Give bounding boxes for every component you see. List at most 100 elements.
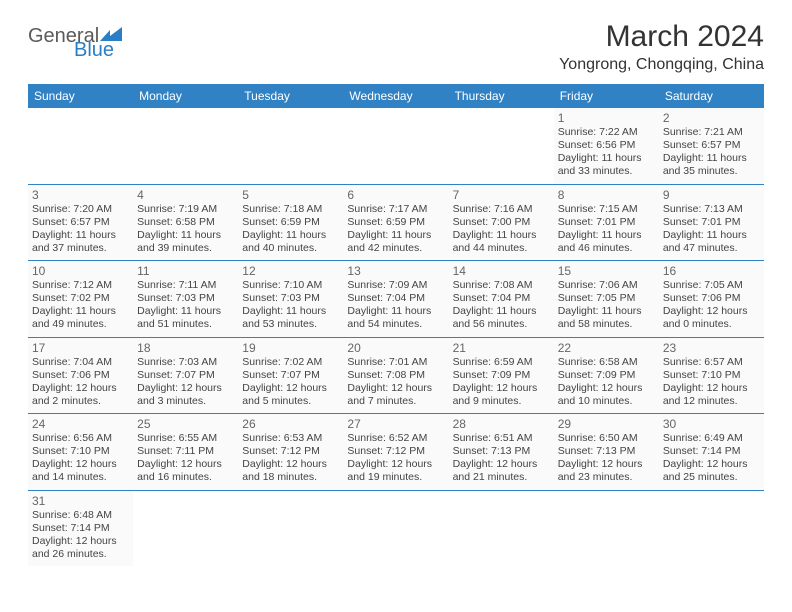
logo: GeneralBlue — [28, 26, 122, 60]
weekday-header: Tuesday — [238, 84, 343, 108]
day-number: 18 — [137, 341, 234, 355]
day-number: 21 — [453, 341, 550, 355]
weekday-header: Friday — [554, 84, 659, 108]
day-number: 23 — [663, 341, 760, 355]
calendar-cell — [343, 490, 448, 566]
weekday-header: Wednesday — [343, 84, 448, 108]
calendar-cell: 6Sunrise: 7:17 AMSunset: 6:59 PMDaylight… — [343, 184, 448, 261]
calendar-cell: 28Sunrise: 6:51 AMSunset: 7:13 PMDayligh… — [449, 414, 554, 491]
day-number: 19 — [242, 341, 339, 355]
day-info: Sunrise: 7:05 AMSunset: 7:06 PMDaylight:… — [663, 279, 760, 332]
calendar-cell: 9Sunrise: 7:13 AMSunset: 7:01 PMDaylight… — [659, 184, 764, 261]
calendar-cell — [133, 490, 238, 566]
day-info: Sunrise: 7:01 AMSunset: 7:08 PMDaylight:… — [347, 356, 444, 409]
calendar-cell: 22Sunrise: 6:58 AMSunset: 7:09 PMDayligh… — [554, 337, 659, 414]
day-info: Sunrise: 6:51 AMSunset: 7:13 PMDaylight:… — [453, 432, 550, 485]
weekday-header: Saturday — [659, 84, 764, 108]
calendar-cell: 1Sunrise: 7:22 AMSunset: 6:56 PMDaylight… — [554, 108, 659, 184]
day-number: 3 — [32, 188, 129, 202]
calendar-row: 3Sunrise: 7:20 AMSunset: 6:57 PMDaylight… — [28, 184, 764, 261]
day-info: Sunrise: 7:04 AMSunset: 7:06 PMDaylight:… — [32, 356, 129, 409]
calendar-cell: 30Sunrise: 6:49 AMSunset: 7:14 PMDayligh… — [659, 414, 764, 491]
calendar-cell — [238, 490, 343, 566]
day-number: 27 — [347, 417, 444, 431]
calendar-cell: 10Sunrise: 7:12 AMSunset: 7:02 PMDayligh… — [28, 261, 133, 338]
day-info: Sunrise: 6:52 AMSunset: 7:12 PMDaylight:… — [347, 432, 444, 485]
calendar-cell: 25Sunrise: 6:55 AMSunset: 7:11 PMDayligh… — [133, 414, 238, 491]
day-info: Sunrise: 7:19 AMSunset: 6:58 PMDaylight:… — [137, 203, 234, 256]
day-info: Sunrise: 7:18 AMSunset: 6:59 PMDaylight:… — [242, 203, 339, 256]
header: GeneralBlue March 2024 Yongrong, Chongqi… — [28, 20, 764, 74]
calendar-cell: 21Sunrise: 6:59 AMSunset: 7:09 PMDayligh… — [449, 337, 554, 414]
calendar-body: 1Sunrise: 7:22 AMSunset: 6:56 PMDaylight… — [28, 108, 764, 566]
day-info: Sunrise: 6:50 AMSunset: 7:13 PMDaylight:… — [558, 432, 655, 485]
calendar-cell: 5Sunrise: 7:18 AMSunset: 6:59 PMDaylight… — [238, 184, 343, 261]
calendar-cell: 14Sunrise: 7:08 AMSunset: 7:04 PMDayligh… — [449, 261, 554, 338]
day-number: 5 — [242, 188, 339, 202]
day-info: Sunrise: 7:09 AMSunset: 7:04 PMDaylight:… — [347, 279, 444, 332]
calendar-cell: 19Sunrise: 7:02 AMSunset: 7:07 PMDayligh… — [238, 337, 343, 414]
calendar-cell — [343, 108, 448, 184]
calendar-cell: 13Sunrise: 7:09 AMSunset: 7:04 PMDayligh… — [343, 261, 448, 338]
day-number: 9 — [663, 188, 760, 202]
calendar-cell: 15Sunrise: 7:06 AMSunset: 7:05 PMDayligh… — [554, 261, 659, 338]
logo-text-blue: Blue — [74, 40, 122, 60]
calendar-cell: 29Sunrise: 6:50 AMSunset: 7:13 PMDayligh… — [554, 414, 659, 491]
weekday-header: Sunday — [28, 84, 133, 108]
day-info: Sunrise: 6:56 AMSunset: 7:10 PMDaylight:… — [32, 432, 129, 485]
day-number: 24 — [32, 417, 129, 431]
day-number: 31 — [32, 494, 129, 508]
day-number: 28 — [453, 417, 550, 431]
day-info: Sunrise: 7:21 AMSunset: 6:57 PMDaylight:… — [663, 126, 760, 179]
title-block: March 2024 Yongrong, Chongqing, China — [559, 20, 764, 74]
calendar-cell: 31Sunrise: 6:48 AMSunset: 7:14 PMDayligh… — [28, 490, 133, 566]
calendar-cell — [449, 490, 554, 566]
day-number: 10 — [32, 264, 129, 278]
day-info: Sunrise: 6:53 AMSunset: 7:12 PMDaylight:… — [242, 432, 339, 485]
day-info: Sunrise: 7:22 AMSunset: 6:56 PMDaylight:… — [558, 126, 655, 179]
calendar-cell — [238, 108, 343, 184]
day-number: 30 — [663, 417, 760, 431]
day-info: Sunrise: 6:49 AMSunset: 7:14 PMDaylight:… — [663, 432, 760, 485]
calendar-cell: 23Sunrise: 6:57 AMSunset: 7:10 PMDayligh… — [659, 337, 764, 414]
calendar-cell: 18Sunrise: 7:03 AMSunset: 7:07 PMDayligh… — [133, 337, 238, 414]
calendar-row: 31Sunrise: 6:48 AMSunset: 7:14 PMDayligh… — [28, 490, 764, 566]
day-number: 11 — [137, 264, 234, 278]
day-info: Sunrise: 7:20 AMSunset: 6:57 PMDaylight:… — [32, 203, 129, 256]
day-number: 16 — [663, 264, 760, 278]
calendar-cell: 8Sunrise: 7:15 AMSunset: 7:01 PMDaylight… — [554, 184, 659, 261]
day-number: 26 — [242, 417, 339, 431]
calendar-cell: 12Sunrise: 7:10 AMSunset: 7:03 PMDayligh… — [238, 261, 343, 338]
weekday-header: Monday — [133, 84, 238, 108]
calendar-cell: 4Sunrise: 7:19 AMSunset: 6:58 PMDaylight… — [133, 184, 238, 261]
day-info: Sunrise: 7:02 AMSunset: 7:07 PMDaylight:… — [242, 356, 339, 409]
calendar-row: 10Sunrise: 7:12 AMSunset: 7:02 PMDayligh… — [28, 261, 764, 338]
calendar-cell — [659, 490, 764, 566]
calendar-cell — [133, 108, 238, 184]
calendar-cell: 2Sunrise: 7:21 AMSunset: 6:57 PMDaylight… — [659, 108, 764, 184]
day-number: 17 — [32, 341, 129, 355]
location-text: Yongrong, Chongqing, China — [559, 56, 764, 74]
day-number: 13 — [347, 264, 444, 278]
calendar-table: Sunday Monday Tuesday Wednesday Thursday… — [28, 84, 764, 566]
day-info: Sunrise: 7:16 AMSunset: 7:00 PMDaylight:… — [453, 203, 550, 256]
calendar-cell: 24Sunrise: 6:56 AMSunset: 7:10 PMDayligh… — [28, 414, 133, 491]
calendar-cell: 27Sunrise: 6:52 AMSunset: 7:12 PMDayligh… — [343, 414, 448, 491]
day-number: 7 — [453, 188, 550, 202]
calendar-cell: 16Sunrise: 7:05 AMSunset: 7:06 PMDayligh… — [659, 261, 764, 338]
calendar-cell: 17Sunrise: 7:04 AMSunset: 7:06 PMDayligh… — [28, 337, 133, 414]
day-info: Sunrise: 6:58 AMSunset: 7:09 PMDaylight:… — [558, 356, 655, 409]
day-info: Sunrise: 6:59 AMSunset: 7:09 PMDaylight:… — [453, 356, 550, 409]
day-number: 4 — [137, 188, 234, 202]
calendar-row: 17Sunrise: 7:04 AMSunset: 7:06 PMDayligh… — [28, 337, 764, 414]
day-number: 2 — [663, 111, 760, 125]
day-number: 14 — [453, 264, 550, 278]
calendar-cell: 11Sunrise: 7:11 AMSunset: 7:03 PMDayligh… — [133, 261, 238, 338]
day-number: 1 — [558, 111, 655, 125]
day-info: Sunrise: 7:03 AMSunset: 7:07 PMDaylight:… — [137, 356, 234, 409]
calendar-cell — [28, 108, 133, 184]
day-number: 25 — [137, 417, 234, 431]
day-info: Sunrise: 7:15 AMSunset: 7:01 PMDaylight:… — [558, 203, 655, 256]
day-number: 29 — [558, 417, 655, 431]
calendar-cell — [554, 490, 659, 566]
